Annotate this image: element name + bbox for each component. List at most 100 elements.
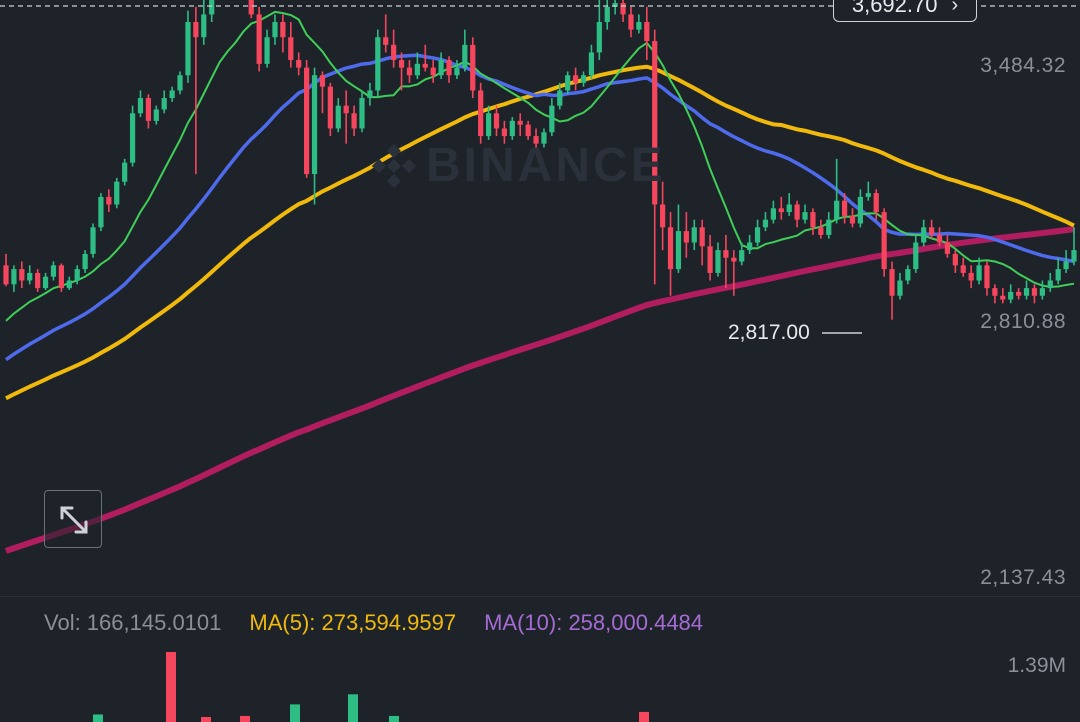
candle bbox=[572, 67, 579, 91]
candle bbox=[557, 82, 563, 110]
candle bbox=[280, 14, 286, 53]
candle-body bbox=[311, 75, 318, 175]
candle-body bbox=[122, 162, 128, 182]
candle-body bbox=[660, 204, 666, 228]
candle bbox=[802, 204, 808, 224]
expand-chart-button[interactable] bbox=[44, 490, 102, 548]
candle bbox=[185, 10, 191, 83]
candle bbox=[272, 14, 278, 45]
candle-body bbox=[1031, 288, 1038, 296]
candle bbox=[509, 117, 515, 140]
candle-body bbox=[398, 60, 405, 68]
candle-body bbox=[161, 98, 167, 110]
candle bbox=[114, 177, 120, 209]
candle bbox=[549, 98, 555, 137]
candle-body bbox=[1023, 288, 1030, 296]
candle-body bbox=[897, 280, 903, 296]
candle-body bbox=[541, 132, 547, 144]
candle-body bbox=[747, 242, 753, 251]
candle bbox=[580, 71, 587, 87]
candle-body bbox=[27, 272, 33, 281]
candle bbox=[359, 90, 365, 133]
candle bbox=[683, 212, 689, 258]
ma-magenta-line bbox=[5, 226, 1075, 554]
candle-body bbox=[185, 22, 191, 76]
candle-body bbox=[699, 227, 705, 247]
candle-body bbox=[304, 67, 310, 175]
candle bbox=[209, 0, 215, 23]
candle bbox=[897, 272, 903, 300]
candle-body bbox=[992, 288, 998, 296]
candle bbox=[414, 52, 420, 80]
candle bbox=[715, 242, 721, 277]
candle bbox=[42, 272, 49, 291]
candle-body bbox=[1008, 291, 1014, 300]
volume-value: Vol: 166,145.0101 bbox=[44, 610, 222, 635]
candle-body bbox=[3, 265, 9, 285]
candle bbox=[82, 250, 88, 273]
candle bbox=[628, 6, 634, 38]
volume-bar bbox=[348, 694, 358, 722]
candle-body bbox=[905, 269, 911, 281]
candle-body bbox=[42, 276, 49, 289]
candle bbox=[90, 223, 96, 258]
candle bbox=[881, 208, 887, 277]
price-chart[interactable] bbox=[0, 0, 1080, 600]
volume-bar bbox=[166, 652, 176, 722]
candle bbox=[770, 200, 776, 224]
candle bbox=[454, 60, 460, 80]
candle bbox=[3, 253, 9, 287]
candle-body bbox=[169, 90, 175, 99]
candle-body bbox=[19, 269, 25, 281]
candle bbox=[525, 120, 531, 140]
candle-body bbox=[778, 208, 784, 213]
candle-body bbox=[114, 181, 120, 205]
candle-body bbox=[644, 22, 650, 42]
ma-green-line bbox=[5, 10, 1075, 322]
candle-body bbox=[367, 90, 373, 99]
candle-body bbox=[841, 200, 848, 216]
candle-body bbox=[865, 193, 871, 197]
candle bbox=[596, 0, 602, 61]
watermark-text: BINANCE bbox=[426, 139, 666, 192]
candlesticks bbox=[3, 0, 1077, 320]
candle bbox=[58, 263, 64, 292]
current-price-tag[interactable]: 3,692.70 › bbox=[833, 0, 977, 22]
candle-body bbox=[683, 231, 689, 243]
candle bbox=[27, 265, 33, 285]
ma-blue-line bbox=[4, 53, 1075, 362]
candle-body bbox=[517, 120, 523, 125]
candle bbox=[652, 29, 658, 285]
low-price-marker: 2,817.00 bbox=[728, 321, 810, 344]
candle-body bbox=[952, 253, 958, 266]
candle bbox=[391, 29, 397, 68]
binance-watermark: BINANCE bbox=[372, 138, 666, 193]
candle-body bbox=[723, 250, 729, 258]
candle-body bbox=[818, 227, 824, 235]
candle-body bbox=[944, 242, 951, 254]
moving-average-lines bbox=[4, 10, 1075, 554]
candle bbox=[501, 120, 508, 144]
candle-body bbox=[707, 246, 713, 273]
candle-body bbox=[620, 3, 626, 15]
candle-body bbox=[960, 265, 966, 273]
candle bbox=[660, 181, 666, 251]
candle bbox=[1000, 288, 1006, 304]
volume-chart[interactable] bbox=[0, 600, 1080, 722]
candle bbox=[857, 189, 864, 228]
candle-body bbox=[209, 0, 215, 15]
candle-body bbox=[383, 37, 389, 45]
candle-body bbox=[406, 67, 413, 76]
candle bbox=[667, 212, 674, 296]
candle-body bbox=[145, 98, 152, 121]
candle bbox=[644, 6, 650, 61]
candle bbox=[731, 250, 737, 296]
volume-stats: Vol: 166,145.0101 MA(5): 273,594.9597 MA… bbox=[44, 610, 703, 636]
candle-body bbox=[137, 98, 144, 114]
candle-body bbox=[501, 128, 508, 137]
candle-body bbox=[153, 109, 159, 121]
candle-body bbox=[715, 250, 721, 273]
candle-body bbox=[1016, 291, 1022, 296]
candle-body bbox=[557, 90, 563, 106]
candle bbox=[620, 0, 626, 23]
